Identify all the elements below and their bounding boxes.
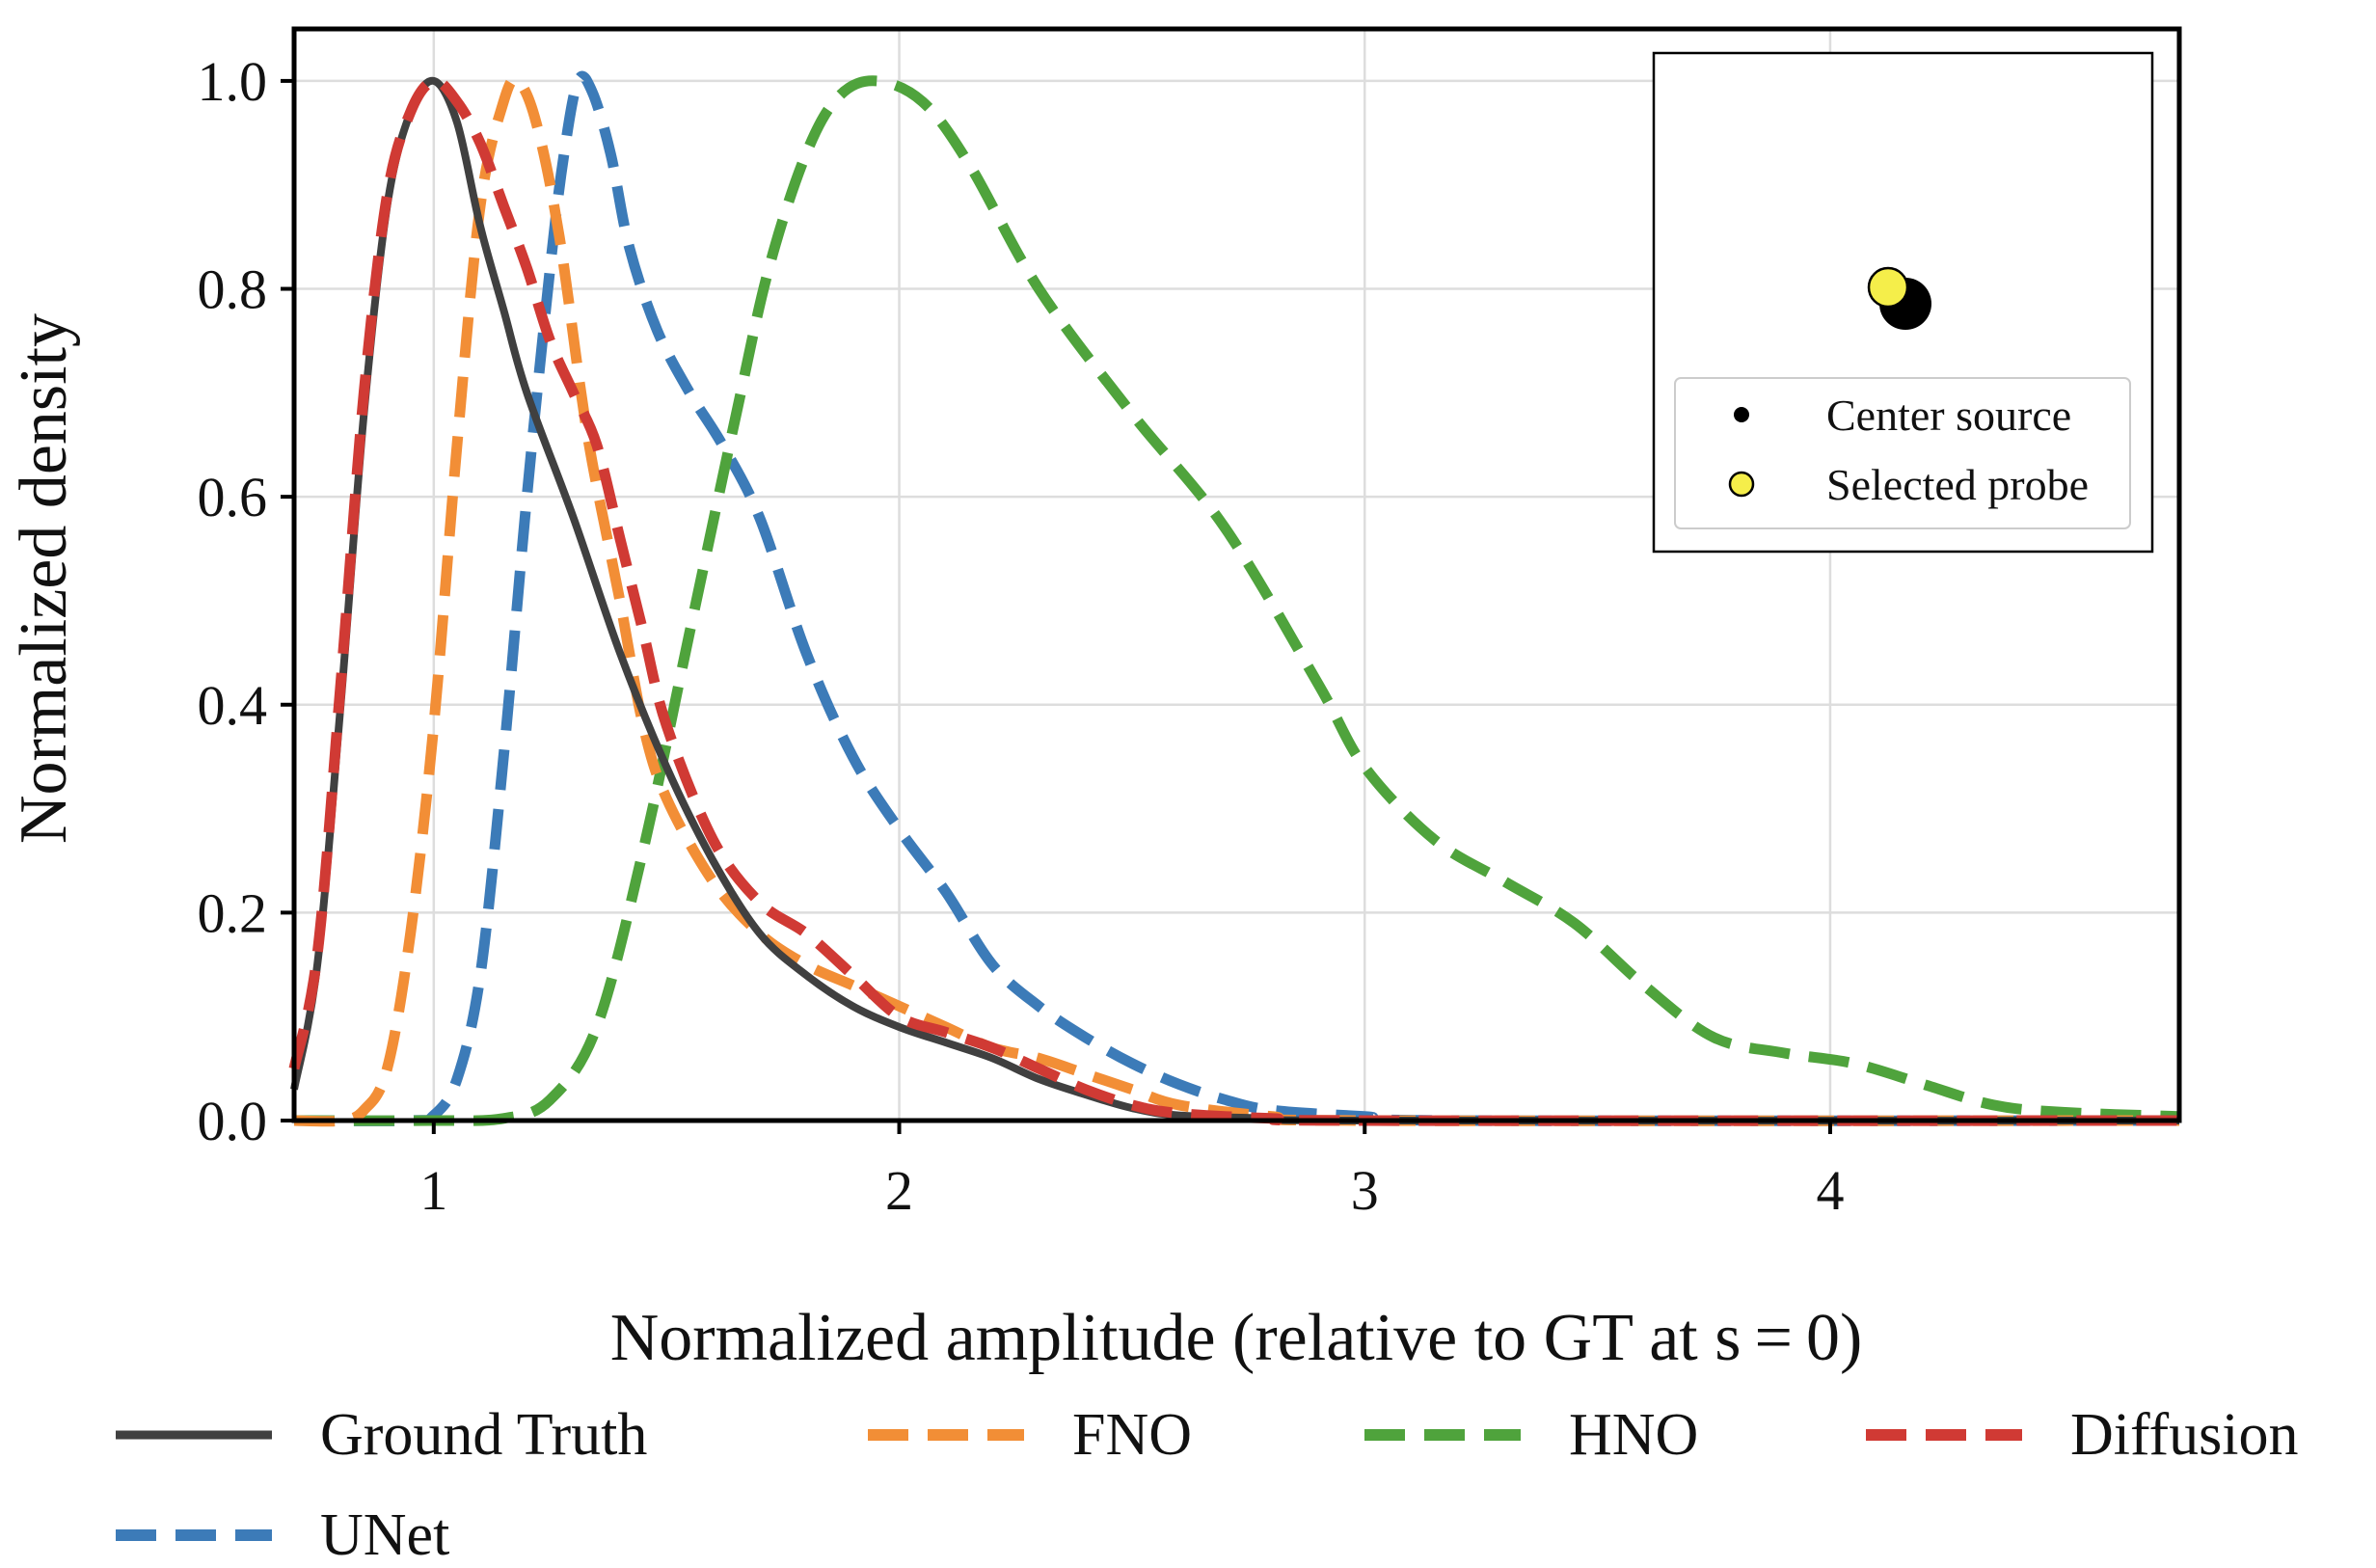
legend-label-fno: FNO xyxy=(1072,1402,1192,1468)
legend-label-unet: UNet xyxy=(320,1502,449,1568)
legend: Ground Truth FNO HNO Diffusion UNet xyxy=(116,1402,2299,1568)
x-tick-label: 4 xyxy=(1816,1159,1844,1222)
selected-probe-marker xyxy=(1867,266,1909,309)
inset-legend-box xyxy=(1674,377,2131,529)
y-axis-title: Normalized density xyxy=(7,313,81,844)
legend-label-diffusion: Diffusion xyxy=(2070,1402,2299,1468)
x-axis-title: Normalized amplitude (relative to GT at … xyxy=(610,1301,1863,1375)
x-tick-label: 3 xyxy=(1351,1159,1379,1222)
center-source-legend-label: Center source xyxy=(1826,391,2071,440)
legend-label-ground-truth: Ground Truth xyxy=(320,1402,647,1468)
y-tick-label: 0.8 xyxy=(198,258,268,321)
y-tick-label: 0.4 xyxy=(198,674,268,737)
series-layer xyxy=(288,70,2180,1127)
x-tick-label: 1 xyxy=(419,1159,447,1222)
series-line-hno xyxy=(293,75,2180,1126)
x-axis-ticks: 1 2 3 4 xyxy=(419,1121,1844,1222)
y-tick-label: 0.6 xyxy=(198,466,268,528)
y-tick-label: 0.2 xyxy=(198,881,268,944)
selected-probe-legend-label: Selected probe xyxy=(1826,460,2089,509)
y-tick-label: 1.0 xyxy=(198,50,268,113)
center-source-legend-marker xyxy=(1734,407,1749,422)
selected-probe-legend-marker xyxy=(1728,471,1755,498)
y-tick-label: 0.0 xyxy=(198,1090,268,1152)
y-axis-ticks: 0.0 0.2 0.4 0.6 0.8 1.0 xyxy=(198,50,294,1152)
inset-panel: Center source Selected probe xyxy=(1652,51,2154,554)
plot-frame xyxy=(291,26,2182,1123)
x-tick-label: 2 xyxy=(885,1159,913,1222)
series-line-unet xyxy=(293,70,2180,1126)
legend-label-hno: HNO xyxy=(1569,1402,1698,1468)
